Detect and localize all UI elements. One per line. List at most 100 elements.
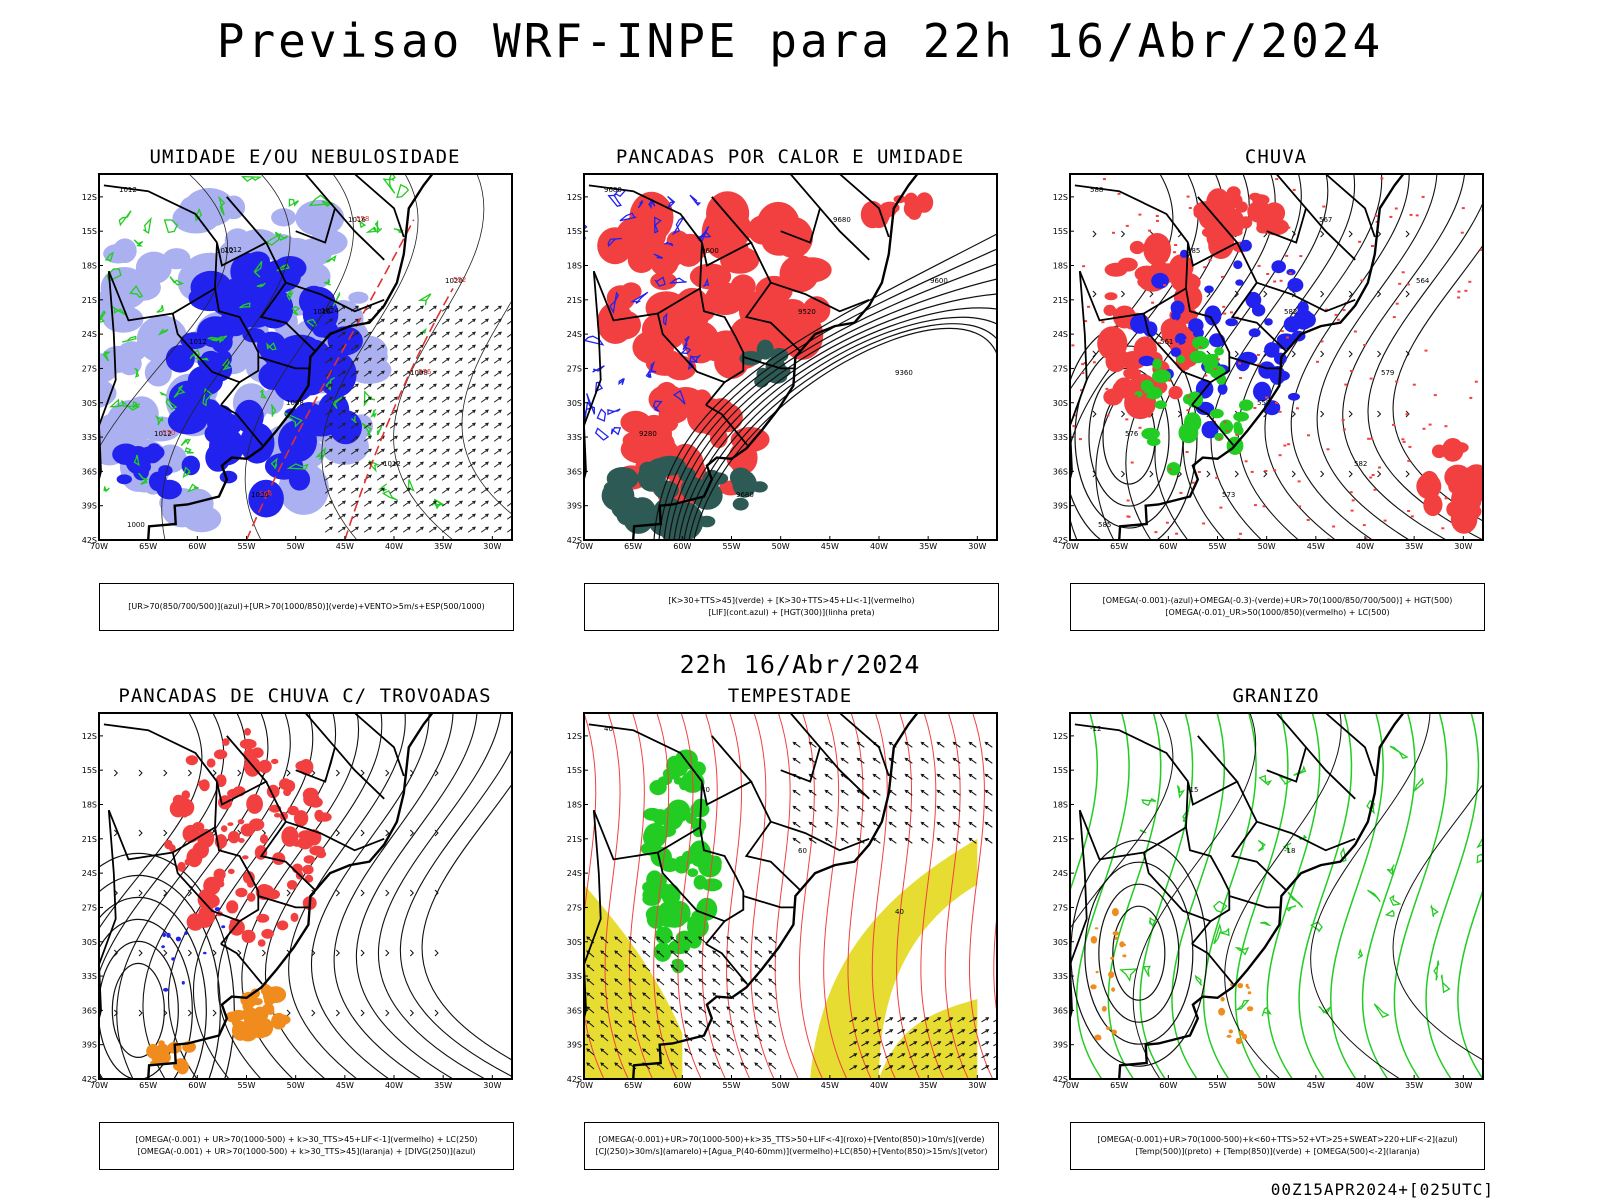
humidity-core-area (219, 470, 238, 484)
lc500-point (1172, 396, 1176, 399)
instability-green-area (739, 351, 762, 366)
contour-label: 576 (1125, 430, 1139, 438)
wind-vector (428, 474, 437, 481)
wind-vector (428, 396, 437, 403)
wind-vector (350, 383, 359, 390)
wind-arrowhead (768, 950, 773, 954)
lifted-index-contour (654, 216, 662, 234)
wind-arrowhead (768, 1062, 773, 1066)
wind-arrowhead (872, 757, 877, 762)
wind-vector (506, 398, 512, 403)
wind-arrowhead (712, 1048, 717, 1052)
wind-vector (670, 978, 679, 986)
valid-time-subtitle: 22h 16/Abr/2024 (679, 650, 921, 679)
wind-arrowhead (712, 936, 717, 940)
wind-arrowhead (600, 1006, 605, 1010)
lat-tick-label: 15S (567, 766, 582, 775)
wind-vector (493, 318, 502, 325)
streamline-250 (333, 713, 454, 1079)
political-border (1266, 174, 1307, 244)
streamline-arrowhead (1377, 410, 1382, 418)
wind-vector (873, 1065, 881, 1071)
wind-vector (441, 370, 450, 377)
wind-arrowhead (368, 357, 372, 362)
wind-arrowhead (865, 1017, 870, 1021)
political-border (743, 895, 795, 909)
coastline (632, 174, 919, 540)
lon-tick-label: 60W (1159, 542, 1177, 551)
wind-vector (740, 992, 749, 1000)
lc500-point (1470, 474, 1474, 477)
omega-red-area (1129, 240, 1145, 255)
wind-vector (768, 1062, 777, 1070)
wind-vector (841, 789, 849, 796)
wind-vector (740, 1006, 749, 1014)
coastline (1118, 174, 1405, 540)
omega-red-area (1103, 304, 1117, 316)
wind-arrowhead (968, 789, 973, 794)
wind-vector (415, 331, 424, 338)
wind-vector (337, 422, 346, 429)
wind-vector (670, 992, 679, 1000)
humidity-850-700-500-area (348, 291, 369, 304)
wind-vector (467, 513, 476, 520)
wind-arrowhead (888, 805, 893, 810)
wind-vector (350, 474, 359, 481)
wind-vector (726, 964, 735, 972)
wind-arrowhead (614, 992, 619, 996)
streamline-arrowhead (1377, 230, 1382, 238)
wind-vector (825, 837, 833, 844)
humidity-1000-850-contour (240, 175, 263, 183)
wind-arrowhead (394, 487, 398, 492)
wind-vector (363, 435, 372, 442)
wind-vector (726, 1048, 735, 1056)
wind-arrowhead (407, 474, 411, 479)
lc500-point (1273, 280, 1277, 283)
wind-arrowhead (726, 978, 731, 982)
omega-blue-area (1283, 316, 1301, 333)
wind-vector (363, 331, 372, 338)
wind-vector (428, 409, 437, 416)
lc500-point (1147, 415, 1151, 418)
wind-vector (698, 1006, 707, 1014)
streamline-arrowhead (187, 769, 193, 777)
panel-chuva: CHUVA 588 585 582 579 576 573 567 564 561 558 582 5… (1046, 146, 1506, 641)
political-border (1078, 270, 1187, 322)
omega-blue-area (1286, 268, 1296, 276)
wind-vector (389, 370, 398, 377)
political-border (701, 735, 753, 806)
wind-arrowhead (472, 318, 476, 323)
wind-vector (905, 805, 913, 812)
wind-arrowhead (342, 435, 346, 440)
humidity-core-area (211, 435, 240, 464)
lon-tick-label: 60W (188, 1081, 206, 1090)
wind-arrowhead (407, 435, 411, 440)
streamline-arrowhead (335, 889, 341, 897)
wind-vector (454, 383, 463, 390)
streamline-arrowhead (1291, 350, 1296, 358)
omega-500-orange-point (1247, 991, 1252, 995)
lc500-point (1402, 440, 1406, 443)
omega-blue-area (1204, 305, 1222, 326)
omega-red-area (1235, 201, 1248, 213)
thunderstorm-red-area (206, 758, 216, 768)
temp-850-contour (1266, 713, 1321, 1079)
wind-arrowhead (824, 773, 829, 778)
wind-vector (324, 357, 333, 364)
wind-vector (712, 1048, 721, 1056)
streamline-arrowhead (335, 829, 341, 837)
political-border (1305, 207, 1356, 261)
thunderstorm-red-area (227, 822, 234, 826)
omega-500-orange-point (1111, 908, 1119, 917)
lat-tick-label: 15S (82, 227, 97, 236)
lc500-point (1273, 469, 1277, 472)
wind-vector (350, 344, 359, 351)
political-border (1142, 313, 1211, 384)
wind-arrowhead (698, 1062, 703, 1066)
wind-arrowhead (936, 757, 941, 762)
wind-vector (642, 950, 651, 958)
lon-tick-label: 35W (919, 542, 937, 551)
lat-tick-label: 33S (567, 972, 582, 981)
wind-arrowhead (420, 305, 424, 310)
contour-label: 1016 (348, 216, 366, 224)
